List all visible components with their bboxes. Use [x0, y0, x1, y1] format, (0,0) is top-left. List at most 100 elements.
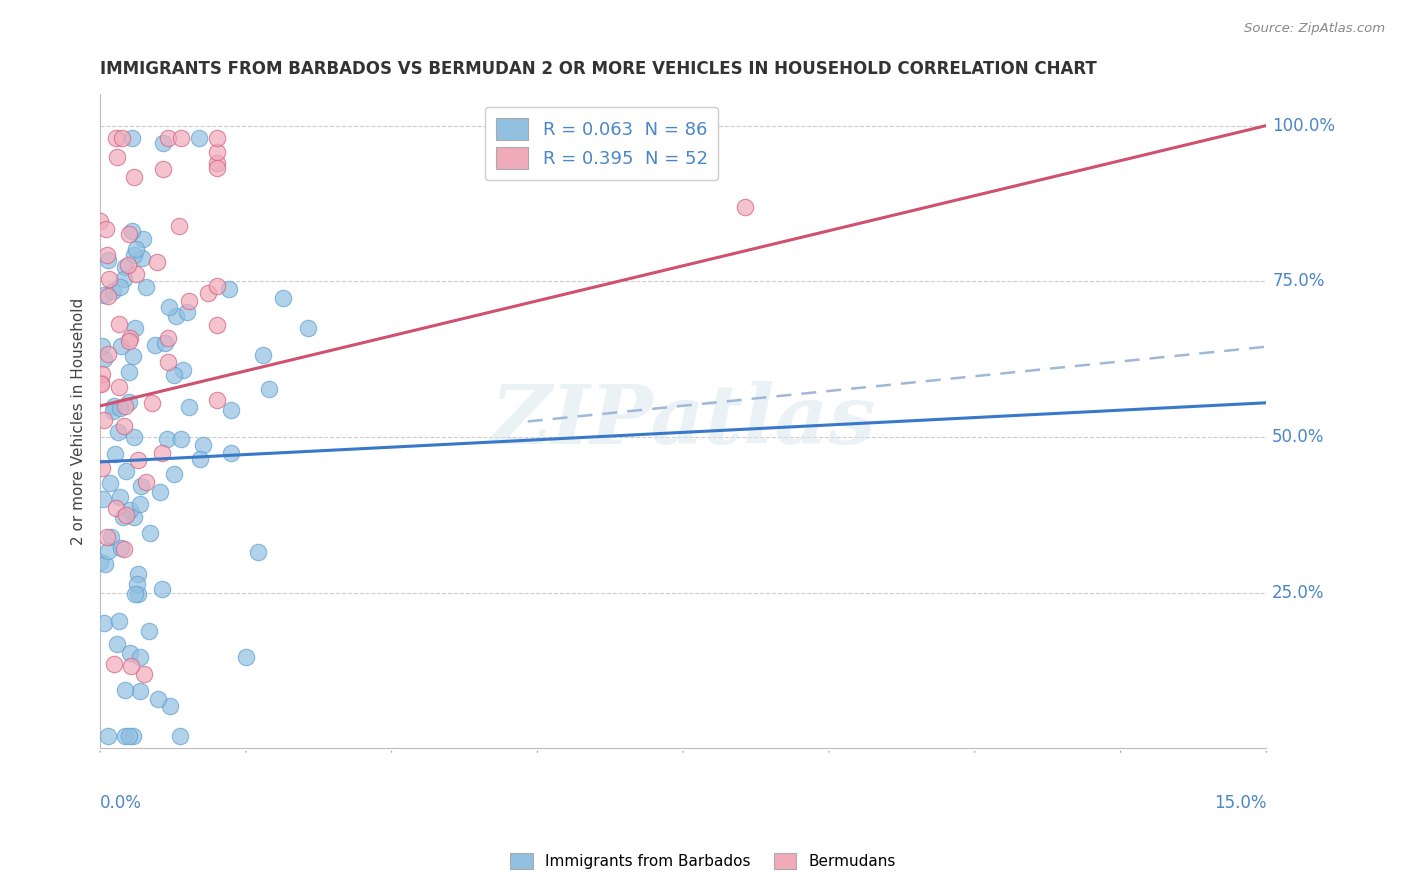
Point [191, 438, 214, 452]
Point [127, 567, 149, 582]
Point [131, 251, 153, 265]
Point [121, 225, 143, 239]
Point [105, 637, 128, 651]
Legend: Immigrants from Barbados, Bermudans: Immigrants from Barbados, Bermudans [503, 847, 903, 875]
Point [163, 467, 186, 481]
Point [150, 445, 173, 459]
Point [89, 555, 111, 569]
Point [107, 380, 129, 394]
Point [96, 530, 118, 544]
Point [105, 500, 128, 515]
Point [110, 490, 132, 504]
Point [96, 247, 118, 261]
Text: 50.0%: 50.0% [1272, 428, 1324, 446]
Point [103, 657, 125, 671]
Point [135, 475, 157, 489]
Text: 25.0%: 25.0% [1272, 583, 1324, 602]
Point [103, 399, 125, 413]
Point [120, 502, 142, 516]
Point [110, 339, 132, 353]
Point [141, 396, 163, 410]
Point [112, 509, 135, 524]
Point [124, 587, 146, 601]
Point [122, 430, 145, 444]
Point [197, 285, 219, 300]
Point [127, 453, 149, 467]
Point [259, 382, 281, 396]
Point [108, 317, 131, 331]
Point [90, 367, 112, 381]
Point [129, 479, 152, 493]
Point [143, 338, 166, 352]
Point [114, 399, 136, 413]
Text: IMMIGRANTS FROM BARBADOS VS BERMUDAN 2 OR MORE VEHICLES IN HOUSEHOLD CORRELATION: IMMIGRANTS FROM BARBADOS VS BERMUDAN 2 O… [100, 60, 1097, 78]
Point [114, 683, 136, 698]
Point [127, 587, 149, 601]
Point [156, 355, 179, 369]
Point [118, 365, 141, 379]
Point [90, 460, 112, 475]
Point [170, 432, 193, 446]
Point [93, 615, 115, 630]
Point [129, 684, 152, 698]
Point [122, 349, 145, 363]
Point [89, 214, 111, 228]
Point [205, 278, 228, 293]
Point [190, 452, 212, 467]
Point [135, 279, 157, 293]
Point [205, 145, 228, 159]
Text: 0.0%: 0.0% [100, 794, 142, 813]
Point [107, 150, 129, 164]
Point [205, 318, 228, 333]
Point [93, 413, 115, 427]
Legend: R = 0.063  N = 86, R = 0.395  N = 52: R = 0.063 N = 86, R = 0.395 N = 52 [485, 107, 718, 179]
Point [94, 557, 117, 571]
Point [101, 404, 124, 418]
Point [104, 131, 127, 145]
Point [149, 485, 172, 500]
Point [129, 497, 152, 511]
Point [179, 294, 201, 309]
Point [108, 401, 131, 415]
Point [157, 331, 180, 345]
Point [138, 624, 160, 639]
Point [247, 545, 270, 559]
Point [97, 289, 120, 303]
Point [118, 331, 141, 345]
Point [107, 615, 129, 629]
Point [205, 392, 228, 407]
Y-axis label: 2 or more Vehicles in Household: 2 or more Vehicles in Household [72, 298, 86, 545]
Point [112, 419, 135, 434]
Point [111, 131, 134, 145]
Point [156, 432, 179, 446]
Point [118, 334, 141, 349]
Point [734, 200, 756, 214]
Point [125, 576, 148, 591]
Point [152, 136, 174, 150]
Point [122, 729, 145, 743]
Point [114, 542, 136, 557]
Point [98, 475, 121, 490]
Point [125, 267, 148, 281]
Point [271, 291, 294, 305]
Point [205, 161, 228, 175]
Point [172, 363, 194, 377]
Point [104, 447, 127, 461]
Point [100, 530, 122, 544]
Point [115, 508, 138, 522]
Point [165, 309, 187, 323]
Point [157, 301, 180, 315]
Point [120, 659, 142, 673]
Point [90, 338, 112, 352]
Point [115, 464, 138, 478]
Point [112, 272, 135, 286]
Text: ZIPatlas: ZIPatlas [491, 382, 876, 461]
Point [125, 242, 148, 256]
Point [163, 368, 186, 382]
Point [94, 222, 117, 236]
Point [93, 287, 115, 301]
Point [97, 543, 120, 558]
Point [167, 219, 190, 234]
Point [118, 227, 141, 241]
Point [97, 253, 120, 268]
